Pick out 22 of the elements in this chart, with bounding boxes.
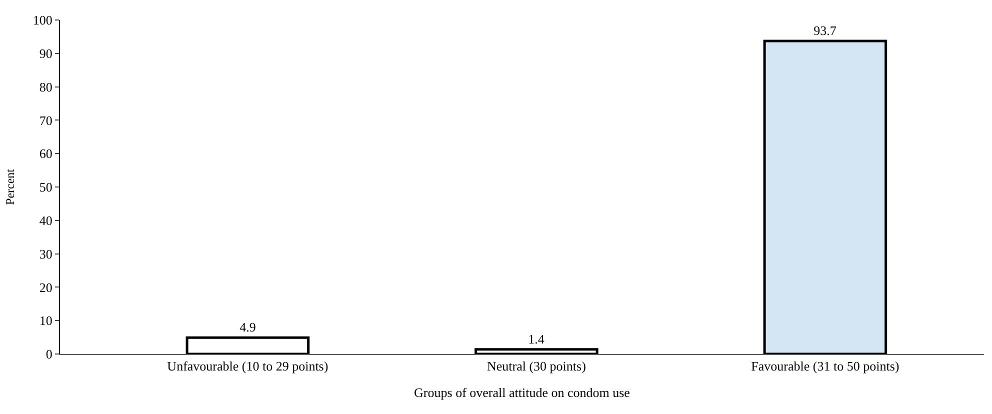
y-tick-label: 0	[46, 346, 52, 362]
y-tick-label: 50	[39, 180, 52, 195]
y-tick-label: 90	[39, 46, 52, 61]
y-tick-label: 60	[39, 146, 52, 162]
y-tick-label: 100	[32, 12, 52, 28]
y-tick-label: 40	[39, 212, 52, 228]
data-label: 1.4	[528, 331, 545, 346]
bar	[474, 348, 598, 354]
x-tick-label: Unfavourable (10 to 29 points)	[167, 358, 328, 374]
bar	[763, 40, 888, 354]
y-tick-label: 10	[39, 313, 52, 328]
y-tick-label: 70	[39, 112, 52, 128]
data-label: 4.9	[240, 320, 256, 335]
x-tick-label: Favourable (31 to 50 points)	[751, 358, 900, 374]
y-axis-title: Percent	[3, 168, 18, 205]
y-tick-label: 80	[39, 79, 52, 94]
x-tick-label: Neutral (30 points)	[486, 358, 586, 374]
y-tick-label: 30	[39, 246, 52, 262]
y-tick-label: 20	[39, 280, 52, 295]
data-label: 93.7	[814, 23, 837, 38]
x-axis-title: Groups of overall attitude on condom use	[414, 385, 630, 400]
bar	[186, 336, 310, 354]
